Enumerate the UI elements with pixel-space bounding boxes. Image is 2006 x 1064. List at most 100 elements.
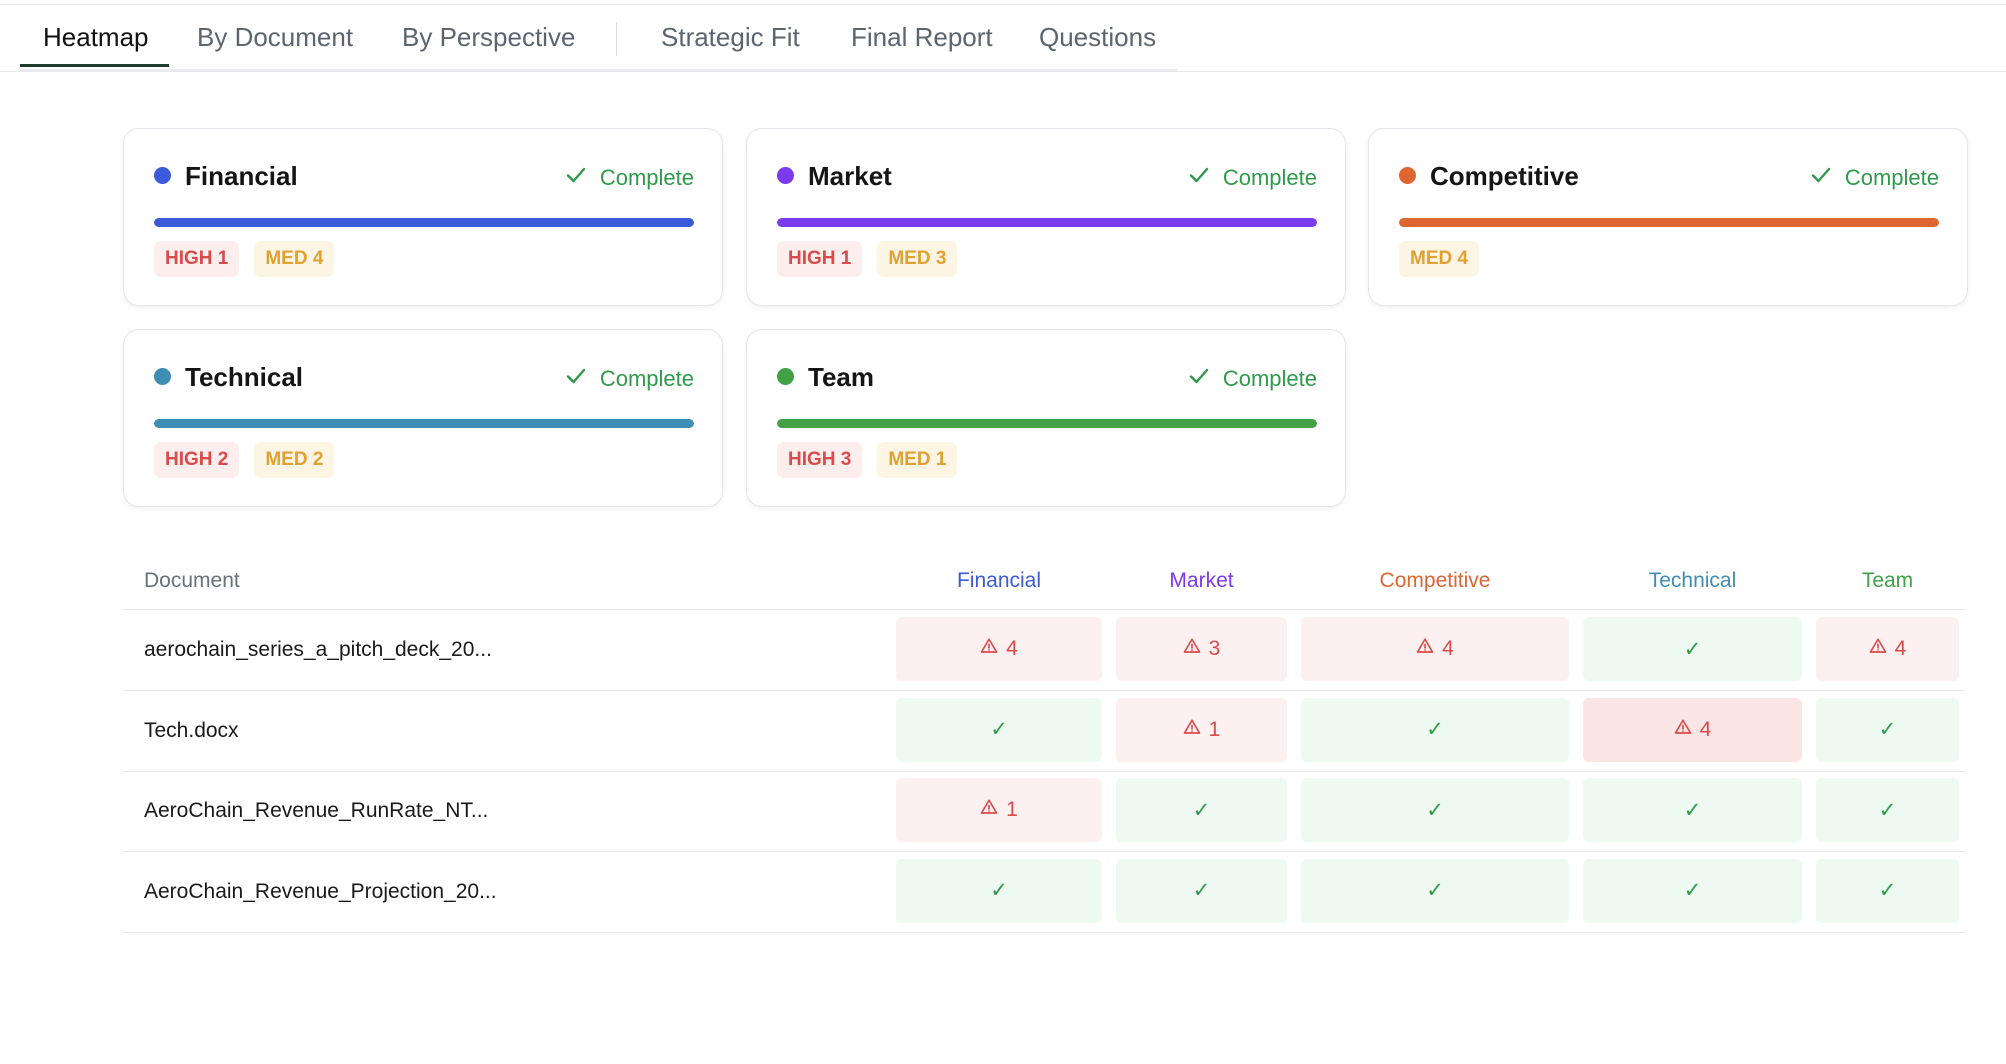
- heatmap-cell-team[interactable]: ✓: [1816, 778, 1959, 842]
- severity-badge-med: MED 1: [877, 442, 958, 478]
- heatmap-cell-competitive[interactable]: ✓: [1301, 697, 1569, 762]
- card-title: Financial: [185, 161, 298, 191]
- status-complete: Complete: [1187, 163, 1317, 193]
- heatmap-cell-market[interactable]: 3: [1116, 617, 1287, 681]
- issue-count: 1: [980, 798, 1018, 822]
- heatmap-cell-team[interactable]: ✓: [1816, 858, 1959, 923]
- progress-bar: [777, 218, 1317, 227]
- tab-separator: [616, 22, 617, 56]
- tab-by-document[interactable]: By Document: [197, 22, 354, 52]
- heatmap-cell-competitive[interactable]: 4: [1301, 617, 1569, 681]
- heatmap-cell-team[interactable]: ✓: [1816, 697, 1959, 762]
- card-title: Market: [808, 161, 892, 191]
- check-icon: ✓: [1878, 798, 1897, 822]
- check-icon: ✓: [1683, 637, 1702, 661]
- perspective-card-competitive[interactable]: Competitive Complete MED 4: [1368, 128, 1968, 306]
- issue-count: 3: [1183, 637, 1220, 661]
- heatmap-cell-financial[interactable]: ✓: [896, 697, 1102, 762]
- card-title: Team: [808, 362, 874, 392]
- status-label: Complete: [1222, 366, 1317, 391]
- heatmap-cell-market[interactable]: ✓: [1116, 778, 1287, 842]
- check-icon: ✓: [1878, 879, 1897, 902]
- perspective-card-market[interactable]: Market Complete HIGH 1 MED 3: [746, 128, 1346, 306]
- tab-heatmap[interactable]: Heatmap: [43, 22, 149, 52]
- severity-badges: MED 4: [1399, 241, 1480, 277]
- progress-bar: [777, 419, 1317, 428]
- severity-badges: HIGH 3 MED 1: [777, 442, 958, 478]
- progress-bar: [154, 419, 694, 428]
- check-icon: ✓: [1683, 879, 1702, 902]
- status-label: Complete: [599, 366, 694, 391]
- severity-badge-high: HIGH 1: [154, 241, 240, 277]
- check-icon: ✓: [1192, 798, 1211, 822]
- column-header-market: Market: [1169, 569, 1234, 592]
- heatmap-cell-technical[interactable]: ✓: [1583, 617, 1802, 681]
- top-divider: [0, 4, 2006, 5]
- progress-bar-fill: [154, 419, 694, 428]
- check-icon: ✓: [1426, 718, 1444, 741]
- heatmap-cell-market[interactable]: ✓: [1116, 858, 1287, 923]
- table-row: Tech.docx ✓ 1 ✓ 4 ✓: [123, 691, 1965, 772]
- column-header-competitive: Competitive: [1379, 569, 1491, 592]
- heatmap-cell-financial[interactable]: 1: [896, 778, 1102, 842]
- financial-color-dot: [154, 167, 171, 184]
- progress-bar: [1399, 218, 1939, 227]
- progress-bar: [154, 218, 694, 227]
- heatmap-cell-technical[interactable]: ✓: [1583, 858, 1802, 923]
- column-header-financial: Financial: [956, 569, 1042, 592]
- heatmap-cell-market[interactable]: 1: [1116, 697, 1287, 762]
- heatmap-cell-competitive[interactable]: ✓: [1301, 778, 1569, 842]
- card-title: Technical: [185, 362, 304, 392]
- status-complete: Complete: [1809, 163, 1939, 193]
- tab-strategic-fit[interactable]: Strategic Fit: [661, 22, 800, 52]
- severity-badges: HIGH 1 MED 3: [777, 241, 958, 277]
- check-icon: [564, 163, 600, 193]
- heatmap-cell-team[interactable]: 4: [1816, 617, 1959, 681]
- document-name[interactable]: Tech.docx: [144, 718, 239, 742]
- table-row: AeroChain_Revenue_Projection_20... ✓ ✓ ✓ ✓ ✓: [123, 852, 1965, 933]
- document-name[interactable]: AeroChain_Revenue_RunRate_NT...: [144, 799, 489, 822]
- check-icon: ✓: [1426, 879, 1444, 902]
- perspective-card-team[interactable]: Team Complete HIGH 3 MED 1: [746, 329, 1346, 507]
- issue-count: 1: [1183, 718, 1220, 742]
- issue-count-value: 1: [1006, 798, 1018, 821]
- tab-questions[interactable]: Questions: [1039, 22, 1157, 52]
- document-name[interactable]: aerochain_series_a_pitch_deck_20...: [144, 638, 492, 661]
- severity-badges: HIGH 2 MED 2: [154, 442, 335, 478]
- perspective-card-financial[interactable]: Financial Complete HIGH 1 MED 4: [123, 128, 723, 306]
- tabs-track: [20, 5, 1177, 71]
- market-color-dot: [777, 167, 794, 184]
- progress-bar-fill: [154, 218, 694, 227]
- card-title: Competitive: [1430, 161, 1579, 191]
- progress-bar-fill: [1399, 218, 1939, 227]
- tab-by-perspective[interactable]: By Perspective: [402, 22, 576, 52]
- heatmap-cell-technical[interactable]: 4: [1583, 697, 1802, 762]
- status-label: Complete: [1222, 165, 1317, 190]
- check-icon: [1809, 163, 1845, 193]
- check-icon: ✓: [1192, 879, 1211, 902]
- severity-badges: HIGH 1 MED 4: [154, 241, 335, 277]
- warning-icon: [1183, 637, 1209, 661]
- status-label: Complete: [599, 165, 694, 190]
- perspective-card-technical[interactable]: Technical Complete HIGH 2 MED 2: [123, 329, 723, 507]
- severity-badge-high: HIGH 1: [777, 241, 863, 277]
- warning-icon: [980, 637, 1006, 661]
- heatmap-cell-financial[interactable]: ✓: [896, 858, 1102, 923]
- tab-final-report[interactable]: Final Report: [851, 22, 993, 52]
- competitive-color-dot: [1399, 167, 1416, 184]
- technical-color-dot: [154, 368, 171, 385]
- status-complete: Complete: [564, 364, 694, 394]
- severity-badge-med: MED 4: [1399, 241, 1480, 277]
- heatmap-cell-financial[interactable]: 4: [896, 617, 1102, 681]
- document-name[interactable]: AeroChain_Revenue_Projection_20...: [144, 879, 497, 903]
- check-icon: ✓: [990, 718, 1008, 741]
- column-header-document: Document: [144, 569, 240, 592]
- issue-count: 4: [1869, 637, 1906, 661]
- heatmap-cell-technical[interactable]: ✓: [1583, 778, 1802, 842]
- warning-icon: [980, 798, 1006, 822]
- table-row: aerochain_series_a_pitch_deck_20... 4 3 4 ✓ 4: [123, 610, 1965, 691]
- tab-bar: Heatmap By Document By Perspective Strat…: [0, 5, 2006, 72]
- check-icon: ✓: [1878, 718, 1897, 741]
- heatmap-cell-competitive[interactable]: ✓: [1301, 858, 1569, 923]
- column-header-technical: Technical: [1648, 569, 1737, 592]
